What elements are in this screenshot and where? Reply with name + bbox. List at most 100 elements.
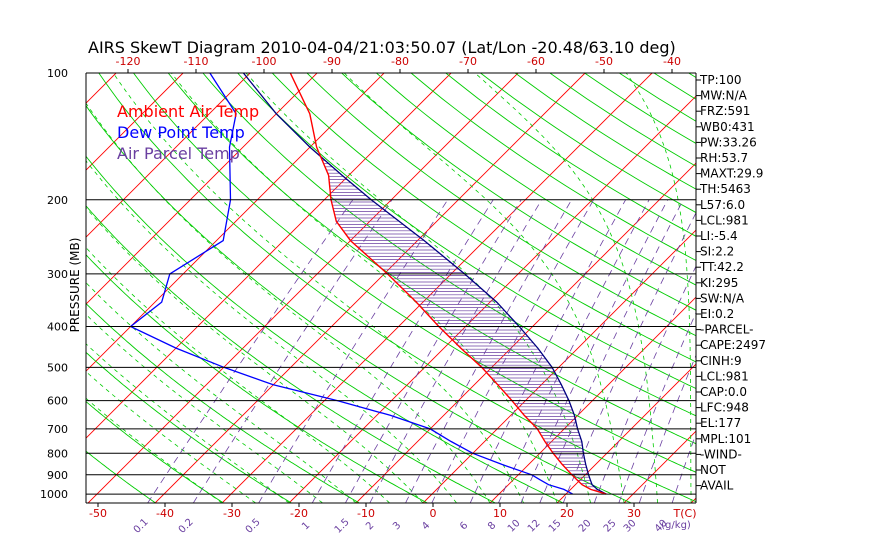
side-panel-item: RH:53.7 (700, 151, 748, 165)
pressure-tick-label: 700 (47, 423, 68, 436)
dry-adiabat-line (237, 73, 696, 390)
side-panel-item: LFC:948 (700, 401, 749, 415)
side-panel-item: EI:0.2 (700, 307, 734, 321)
dry-adiabat-line (410, 73, 696, 261)
top-temp-tick-label: -40 (663, 55, 681, 68)
bottom-temp-tick-label: -20 (290, 507, 308, 520)
moist-adiabat-line (86, 207, 424, 503)
side-panel-item: CINH:9 (700, 354, 742, 368)
side-panel-item: EL:177 (700, 416, 741, 430)
side-panel-item: KI:295 (700, 276, 738, 290)
isotherm-line (556, 363, 696, 503)
chart-title: AIRS SkewT Diagram 2010-04-04/21:03:50.0… (88, 38, 676, 57)
isotherm-line (86, 73, 117, 104)
mixing-ratio-line (147, 199, 354, 503)
side-panel-item: CAP:0.0 (700, 385, 747, 399)
isotherm-line (221, 73, 653, 503)
bottom-temp-tick-label: -50 (89, 507, 107, 520)
mixing-ratio-line (405, 199, 572, 503)
mixing-ratio-tick-label: 30 (622, 518, 639, 535)
y-axis-label: PRESSURE (MB) (68, 238, 82, 333)
dry-adiabat-line (86, 302, 360, 503)
moist-adiabat-line (86, 397, 223, 503)
mixing-ratio-line (431, 199, 594, 503)
isotherm-line (422, 229, 696, 503)
side-panel-item: WB0:431 (700, 120, 755, 134)
mixing-ratio-tick-label: 1.5 (333, 517, 352, 536)
mixing-ratio-line (520, 199, 669, 503)
bottom-temp-tick-label: 30 (627, 507, 641, 520)
dry-adiabat-line (271, 73, 696, 363)
mixing-ratio-line (345, 199, 522, 503)
parcel-line (242, 73, 607, 495)
isotherm-line (288, 95, 696, 503)
plot-frame (85, 72, 697, 504)
top-temp-tick-label: -110 (184, 55, 209, 68)
pressure-tick-label: 900 (47, 469, 68, 482)
top-temp-tick-label: -50 (595, 55, 613, 68)
isotherm-line (87, 73, 519, 503)
pressure-tick-label: 1000 (40, 488, 68, 501)
isotherm-line (86, 73, 251, 238)
mixing-ratio-line (671, 432, 696, 503)
side-panel-item: LCL:981 (700, 213, 749, 227)
mixing-ratio-line (469, 199, 626, 503)
mixing-ratio-tick-label: 0.5 (244, 517, 263, 536)
dry-adiabat-line (862, 73, 870, 503)
isotherm-line (355, 162, 696, 503)
legend-entry: Ambient Air Temp (117, 102, 259, 121)
side-panel-item: FRZ:591 (700, 104, 750, 118)
bottom-temp-tick-label: -10 (357, 507, 375, 520)
legend: Ambient Air Temp Dew Point Temp Air Parcel… (117, 102, 259, 163)
dry-adiabat-line (167, 73, 696, 445)
side-panel-item: SW:N/A (700, 291, 745, 305)
isotherm-line (86, 73, 452, 439)
bottom-temp-tick-label: 0 (430, 507, 437, 520)
mixing-ratio-line (618, 311, 696, 503)
mixing-ratio-tick-label: 10 (506, 518, 523, 535)
mixing-ratio-tick-label: 2 (364, 520, 376, 532)
pressure-tick-label: 800 (47, 447, 68, 460)
side-panel-item: MAXT:29.9 (700, 167, 763, 181)
top-temp-tick-label: -120 (116, 55, 141, 68)
dry-adiabat-line (86, 400, 224, 503)
mixing-ratio-tick-label: 8 (486, 520, 498, 532)
side-panel-item: TH:5463 (699, 182, 751, 196)
mixing-ratio-tick-label: 20 (577, 518, 594, 535)
isotherm-line (758, 73, 870, 503)
side-panel-item: LCL:981 (700, 369, 749, 383)
moist-adiabat-line (245, 73, 591, 503)
dry-adiabat-line (828, 73, 870, 503)
side-panel-item: MPL:101 (700, 432, 751, 446)
mixing-ratio-line (638, 354, 696, 503)
moist-adiabat-line (343, 73, 625, 503)
mixing-ratio-tick-label: 6 (458, 520, 470, 532)
side-panel-item: LI:-5.4 (700, 229, 738, 243)
bottom-temp-tick-label: -30 (223, 507, 241, 520)
pressure-tick-label: 600 (47, 395, 68, 408)
top-temp-tick-label: -90 (323, 55, 341, 68)
legend-entry: Air Parcel Temp (117, 144, 240, 163)
dry-adiabat-line (98, 73, 696, 503)
mixing-ratio-line (498, 199, 650, 503)
side-panel-item: TP:100 (699, 73, 742, 87)
side-panel-item: L57:6.0 (700, 198, 745, 212)
moist-adiabat-line (112, 73, 524, 503)
top-temp-tick-label: -60 (527, 55, 545, 68)
moist-adiabat-line (86, 313, 323, 503)
mixing-ratio-unit-label: (g/kg) (661, 520, 691, 531)
mixing-ratio-line (192, 199, 393, 503)
bottom-temp-tick-label: 20 (560, 507, 574, 520)
bottom-temp-tick-label: -40 (156, 507, 174, 520)
dry-adiabat-line (480, 73, 696, 214)
pressure-tick-label: 100 (47, 67, 68, 80)
side-panel-item: -WIND- (700, 447, 742, 461)
mixing-ratio-tick-label: 0.2 (177, 517, 196, 536)
dry-adiabat-line (133, 73, 696, 473)
mixing-ratio-line (258, 199, 449, 503)
mixing-ratio-tick-label: 15 (547, 518, 564, 535)
pressure-tick-label: 200 (47, 194, 68, 207)
